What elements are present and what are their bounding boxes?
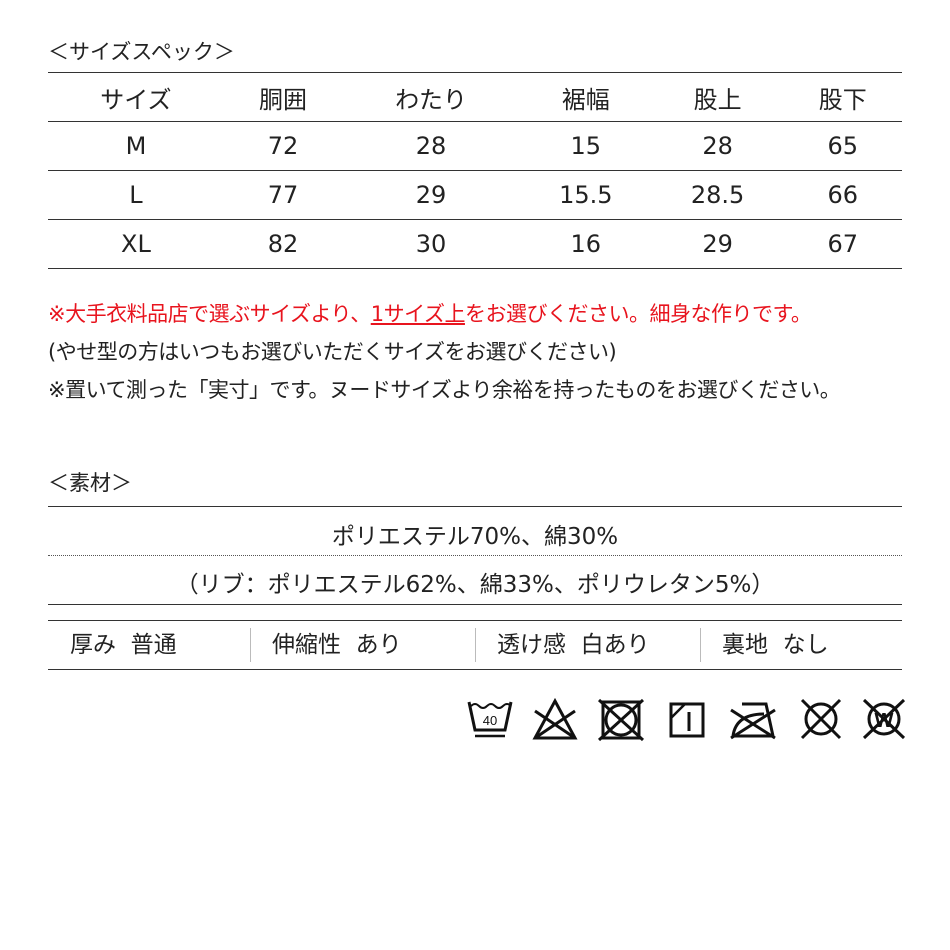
cell: 82 bbox=[223, 219, 343, 269]
attribute-stretch: 伸縮性 あり bbox=[250, 621, 475, 669]
header-cell: 胴囲 bbox=[223, 72, 343, 122]
no-wet-clean-icon: W bbox=[862, 698, 906, 740]
attr-value: 普通 bbox=[130, 632, 177, 658]
cell: L bbox=[48, 170, 224, 220]
wash-40-gentle-icon: 40 bbox=[467, 701, 513, 738]
size-table: サイズ 胴囲 わたり 裾幅 股上 股下 M 72 28 15 28 65 L 77 29 15.… bbox=[48, 72, 902, 269]
cell: 16 bbox=[519, 219, 652, 269]
divider bbox=[48, 669, 902, 670]
cell: 72 bbox=[223, 121, 343, 171]
no-iron-icon bbox=[730, 702, 776, 740]
no-tumble-dry-icon bbox=[597, 698, 645, 742]
attribute-sheerness: 透け感 白あり bbox=[475, 621, 700, 669]
divider bbox=[48, 604, 902, 605]
cell: M bbox=[48, 121, 224, 171]
wash-temp-text: 40 bbox=[483, 713, 497, 728]
no-bleach-icon bbox=[532, 697, 578, 740]
header-cell: サイズ bbox=[48, 72, 224, 122]
header-cell: わたり bbox=[342, 72, 520, 122]
note-text: ※大手衣料品店で選ぶサイズより、 bbox=[48, 302, 371, 326]
table-row: M 72 28 15 28 65 bbox=[48, 121, 902, 171]
size-note-2: (やせ型の方はいつもお選びいただくサイズをお選びください) bbox=[48, 340, 617, 364]
material-main: ポリエステル70%、綿30% bbox=[331, 524, 619, 550]
separator bbox=[250, 628, 251, 662]
attribute-lining: 裏地 なし bbox=[700, 621, 925, 669]
cell: 77 bbox=[223, 170, 343, 220]
note-underlined: 1サイズ上 bbox=[370, 302, 466, 326]
divider bbox=[48, 506, 902, 507]
cell: 67 bbox=[783, 219, 902, 269]
attr-label: 裏地 bbox=[722, 632, 768, 658]
divider bbox=[48, 620, 902, 621]
attr-label: 厚み bbox=[70, 632, 116, 658]
table-header-row: サイズ 胴囲 わたり 裾幅 股上 股下 bbox=[48, 72, 902, 122]
attr-value: あり bbox=[355, 632, 402, 658]
cell: 29 bbox=[342, 170, 520, 220]
size-note-3: ※置いて測った「実寸」です。ヌードサイズより余裕を持ったものをお選びください。 bbox=[48, 378, 841, 402]
attr-value: 白あり bbox=[580, 632, 650, 658]
attr-label: 伸縮性 bbox=[272, 632, 341, 658]
cell: 28.5 bbox=[651, 170, 784, 220]
divider bbox=[48, 555, 902, 556]
size-section-title: ＜サイズスペック＞ bbox=[48, 40, 235, 64]
cell: 29 bbox=[651, 219, 784, 269]
cell: 65 bbox=[783, 121, 902, 171]
attribute-thickness: 厚み 普通 bbox=[48, 621, 273, 669]
header-cell: 股下 bbox=[783, 72, 902, 122]
cell: XL bbox=[48, 219, 224, 269]
material-rib: （リブ：ポリエステル62%、綿33%、ポリウレタン5%） bbox=[175, 572, 775, 598]
separator bbox=[475, 628, 476, 662]
line-dry-shade-icon bbox=[669, 702, 705, 738]
header-cell: 裾幅 bbox=[519, 72, 652, 122]
cell: 15.5 bbox=[519, 170, 652, 220]
cell: 15 bbox=[519, 121, 652, 171]
note-text: をお選びください。細身な作りです。 bbox=[464, 302, 812, 326]
separator bbox=[700, 628, 701, 662]
table-row: L 77 29 15.5 28.5 66 bbox=[48, 170, 902, 220]
no-dry-clean-icon bbox=[800, 698, 842, 740]
attr-label: 透け感 bbox=[497, 632, 566, 658]
table-row: XL 82 30 16 29 67 bbox=[48, 219, 902, 269]
cell: 30 bbox=[342, 219, 520, 269]
cell: 28 bbox=[651, 121, 784, 171]
header-cell: 股上 bbox=[651, 72, 784, 122]
size-note-red: ※大手衣料品店で選ぶサイズより、1サイズ上をお選びください。細身な作りです。 bbox=[48, 298, 812, 328]
material-section-title: ＜素材＞ bbox=[48, 471, 132, 495]
attr-value: なし bbox=[782, 632, 829, 658]
cell: 28 bbox=[342, 121, 520, 171]
cell: 66 bbox=[783, 170, 902, 220]
